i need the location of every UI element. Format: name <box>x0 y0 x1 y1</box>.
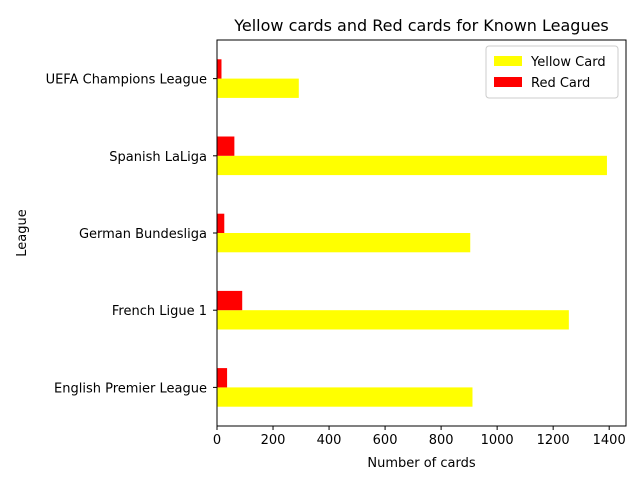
x-tick-label: 1200 <box>537 433 570 448</box>
x-tick-label: 200 <box>261 433 286 448</box>
bar-red-card-4 <box>217 59 222 79</box>
x-tick-label: 600 <box>373 433 398 448</box>
x-axis-title: Number of cards <box>367 456 475 471</box>
y-tick-label: French Ligue 1 <box>112 304 207 319</box>
bar-red-card-0 <box>217 368 228 388</box>
chart-title: Yellow cards and Red cards for Known Lea… <box>233 16 609 35</box>
y-tick-label: English Premier League <box>54 381 207 396</box>
x-tick-label: 0 <box>213 433 221 448</box>
bar-yellow-card-4 <box>217 78 299 98</box>
bar-red-card-3 <box>217 136 235 156</box>
bar-yellow-card-0 <box>217 387 473 407</box>
x-tick-label: 800 <box>429 433 454 448</box>
y-tick-label: Spanish LaLiga <box>109 150 207 165</box>
y-tick-label: UEFA Champions League <box>46 73 207 88</box>
x-tick-label: 1400 <box>593 433 626 448</box>
bar-red-card-2 <box>217 213 225 233</box>
legend-label: Yellow Card <box>530 55 606 70</box>
legend-swatch-red-card <box>494 77 522 87</box>
x-tick-label: 1000 <box>481 433 514 448</box>
y-tick-label: German Bundesliga <box>79 227 207 242</box>
x-tick-label: 400 <box>317 433 342 448</box>
bar-yellow-card-2 <box>217 233 471 253</box>
legend-label: Red Card <box>531 76 590 91</box>
bar-red-card-1 <box>217 290 243 311</box>
y-axis-title: League <box>15 209 30 256</box>
legend-swatch-yellow-card <box>494 56 522 66</box>
bar-yellow-card-3 <box>217 155 607 176</box>
bar-yellow-card-1 <box>217 310 569 330</box>
